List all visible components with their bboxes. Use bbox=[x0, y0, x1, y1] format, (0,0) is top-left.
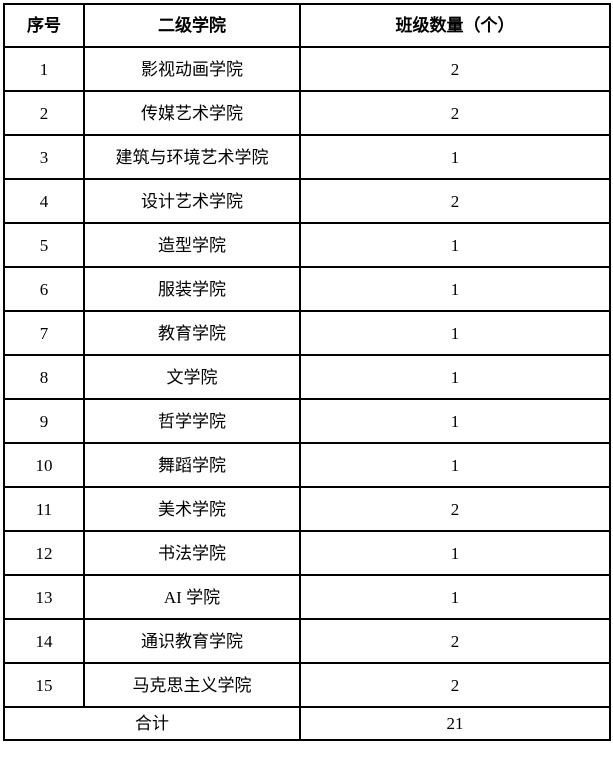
college-name-cell: 美术学院 bbox=[83, 486, 301, 532]
table-row: 13 AI 学院 1 bbox=[3, 574, 611, 620]
table-header: 序号 二级学院 班级数量（个） bbox=[3, 3, 611, 48]
college-name-cell: 哲学学院 bbox=[83, 398, 301, 444]
college-name-cell: AI 学院 bbox=[83, 574, 301, 620]
header-cell-class-count: 班级数量（个） bbox=[299, 3, 611, 48]
class-count-cell: 1 bbox=[299, 574, 611, 620]
class-count-cell: 2 bbox=[299, 90, 611, 136]
row-number-cell: 10 bbox=[3, 442, 85, 488]
header-row: 序号 二级学院 班级数量（个） bbox=[3, 3, 611, 48]
college-name-cell: 马克思主义学院 bbox=[83, 662, 301, 708]
total-row: 合计 21 bbox=[3, 706, 611, 741]
row-number-cell: 12 bbox=[3, 530, 85, 576]
row-number-cell: 6 bbox=[3, 266, 85, 312]
row-number-cell: 3 bbox=[3, 134, 85, 180]
table-row: 14 通识教育学院 2 bbox=[3, 618, 611, 664]
college-name-cell: 建筑与环境艺术学院 bbox=[83, 134, 301, 180]
college-name-cell: 教育学院 bbox=[83, 310, 301, 356]
class-count-cell: 1 bbox=[299, 398, 611, 444]
row-number-cell: 5 bbox=[3, 222, 85, 268]
class-count-cell: 1 bbox=[299, 442, 611, 488]
table-row: 9 哲学学院 1 bbox=[3, 398, 611, 444]
table-row: 7 教育学院 1 bbox=[3, 310, 611, 356]
row-number-cell: 11 bbox=[3, 486, 85, 532]
table-row: 8 文学院 1 bbox=[3, 354, 611, 400]
class-count-cell: 1 bbox=[299, 310, 611, 356]
table-row: 2 传媒艺术学院 2 bbox=[3, 90, 611, 136]
table-row: 1 影视动画学院 2 bbox=[3, 46, 611, 92]
college-name-cell: 书法学院 bbox=[83, 530, 301, 576]
college-name-cell: 服装学院 bbox=[83, 266, 301, 312]
table-row: 10 舞蹈学院 1 bbox=[3, 442, 611, 488]
table-body: 1 影视动画学院 2 2 传媒艺术学院 2 3 建筑与环境艺术学院 1 4 设计艺术学院 2 5 造型学院… bbox=[3, 46, 611, 708]
total-label-cell: 合计 bbox=[3, 706, 301, 741]
row-number-cell: 13 bbox=[3, 574, 85, 620]
table-footer: 合计 21 bbox=[3, 706, 611, 741]
row-number-cell: 8 bbox=[3, 354, 85, 400]
row-number-cell: 14 bbox=[3, 618, 85, 664]
row-number-cell: 15 bbox=[3, 662, 85, 708]
table-row: 12 书法学院 1 bbox=[3, 530, 611, 576]
class-count-cell: 2 bbox=[299, 662, 611, 708]
class-count-cell: 2 bbox=[299, 46, 611, 92]
college-name-cell: 传媒艺术学院 bbox=[83, 90, 301, 136]
class-count-cell: 2 bbox=[299, 618, 611, 664]
college-name-cell: 文学院 bbox=[83, 354, 301, 400]
header-cell-number: 序号 bbox=[3, 3, 85, 48]
class-count-cell: 1 bbox=[299, 134, 611, 180]
row-number-cell: 4 bbox=[3, 178, 85, 224]
table-row: 5 造型学院 1 bbox=[3, 222, 611, 268]
college-class-count-table: 序号 二级学院 班级数量（个） 1 影视动画学院 2 2 传媒艺术学院 2 3 建筑与环境艺术… bbox=[3, 3, 611, 741]
table-row: 11 美术学院 2 bbox=[3, 486, 611, 532]
table-container: 序号 二级学院 班级数量（个） 1 影视动画学院 2 2 传媒艺术学院 2 3 建筑与环境艺术… bbox=[3, 3, 611, 741]
row-number-cell: 7 bbox=[3, 310, 85, 356]
row-number-cell: 1 bbox=[3, 46, 85, 92]
row-number-cell: 2 bbox=[3, 90, 85, 136]
table-row: 15 马克思主义学院 2 bbox=[3, 662, 611, 708]
college-name-cell: 造型学院 bbox=[83, 222, 301, 268]
class-count-cell: 2 bbox=[299, 486, 611, 532]
class-count-cell: 2 bbox=[299, 178, 611, 224]
table-row: 4 设计艺术学院 2 bbox=[3, 178, 611, 224]
class-count-cell: 1 bbox=[299, 222, 611, 268]
table-row: 6 服装学院 1 bbox=[3, 266, 611, 312]
class-count-cell: 1 bbox=[299, 266, 611, 312]
header-cell-college: 二级学院 bbox=[83, 3, 301, 48]
college-name-cell: 设计艺术学院 bbox=[83, 178, 301, 224]
total-value-cell: 21 bbox=[299, 706, 611, 741]
college-name-cell: 舞蹈学院 bbox=[83, 442, 301, 488]
class-count-cell: 1 bbox=[299, 530, 611, 576]
college-name-cell: 通识教育学院 bbox=[83, 618, 301, 664]
table-row: 3 建筑与环境艺术学院 1 bbox=[3, 134, 611, 180]
class-count-cell: 1 bbox=[299, 354, 611, 400]
college-name-cell: 影视动画学院 bbox=[83, 46, 301, 92]
row-number-cell: 9 bbox=[3, 398, 85, 444]
